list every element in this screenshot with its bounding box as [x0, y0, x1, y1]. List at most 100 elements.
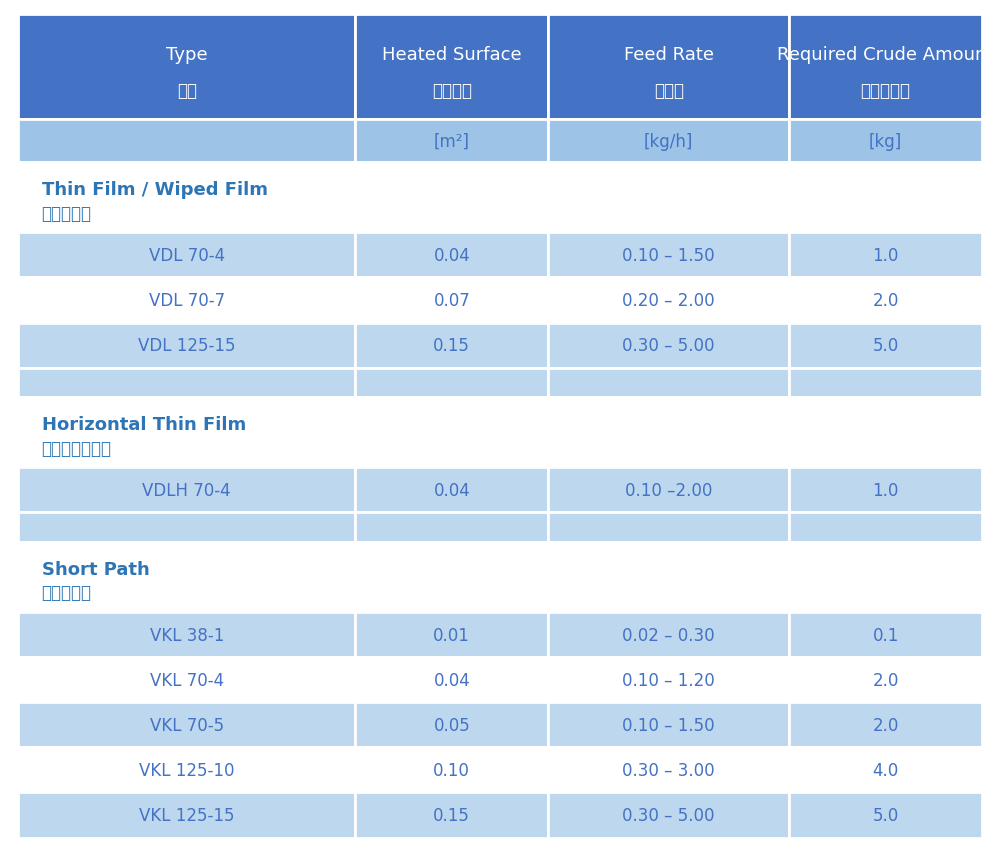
- Text: 0.04: 0.04: [433, 481, 470, 499]
- Bar: [548, 747, 789, 792]
- Text: 0.05: 0.05: [433, 716, 470, 734]
- Text: Heated Surface: Heated Surface: [382, 46, 522, 64]
- Bar: [355, 15, 548, 120]
- Bar: [355, 792, 548, 838]
- Text: [kg/h]: [kg/h]: [644, 133, 693, 151]
- Text: 卧式薄膜蜆发器: 卧式薄膜蜆发器: [42, 439, 112, 457]
- Bar: [789, 397, 982, 467]
- Bar: [789, 792, 982, 838]
- Bar: [548, 658, 789, 702]
- Bar: [355, 612, 548, 658]
- Bar: [789, 278, 982, 323]
- Text: 4.0: 4.0: [872, 761, 899, 779]
- Bar: [548, 278, 789, 323]
- Text: 2.0: 2.0: [872, 670, 899, 689]
- Text: Type: Type: [166, 46, 208, 64]
- Bar: [548, 233, 789, 278]
- Bar: [18, 163, 355, 233]
- Bar: [789, 612, 982, 658]
- Text: 0.30 – 3.00: 0.30 – 3.00: [622, 761, 715, 779]
- Text: 0.1: 0.1: [872, 626, 899, 644]
- Bar: [789, 120, 982, 163]
- Text: Thin Film / Wiped Film: Thin Film / Wiped Film: [42, 181, 268, 199]
- Bar: [18, 120, 355, 163]
- Bar: [548, 368, 789, 397]
- Bar: [18, 747, 355, 792]
- Bar: [789, 543, 982, 612]
- Text: VKL 70-5: VKL 70-5: [150, 716, 224, 734]
- Text: Horizontal Thin Film: Horizontal Thin Film: [42, 415, 246, 433]
- Bar: [548, 397, 789, 467]
- Bar: [548, 163, 789, 233]
- Bar: [789, 233, 982, 278]
- Bar: [789, 163, 982, 233]
- Bar: [355, 163, 548, 233]
- Bar: [355, 747, 548, 792]
- Text: 0.02 – 0.30: 0.02 – 0.30: [622, 626, 715, 644]
- Text: 0.04: 0.04: [433, 247, 470, 264]
- Text: 0.10 – 1.50: 0.10 – 1.50: [622, 247, 715, 264]
- Bar: [355, 323, 548, 368]
- Bar: [548, 513, 789, 543]
- Bar: [355, 278, 548, 323]
- Bar: [548, 612, 789, 658]
- Text: Required Crude Amount: Required Crude Amount: [777, 46, 994, 64]
- Bar: [355, 233, 548, 278]
- Bar: [548, 323, 789, 368]
- Text: 进料量: 进料量: [654, 82, 684, 100]
- Text: 0.15: 0.15: [433, 337, 470, 355]
- Bar: [18, 792, 355, 838]
- Bar: [355, 397, 548, 467]
- Bar: [355, 467, 548, 513]
- Bar: [789, 15, 982, 120]
- Bar: [18, 513, 355, 543]
- Bar: [789, 702, 982, 747]
- Text: 2.0: 2.0: [872, 716, 899, 734]
- Bar: [18, 397, 355, 467]
- Text: 短程蜆发器: 短程蜆发器: [42, 583, 92, 601]
- Text: 0.10 – 1.50: 0.10 – 1.50: [622, 716, 715, 734]
- Text: 0.20 – 2.00: 0.20 – 2.00: [622, 292, 715, 310]
- Text: 薄膜蜆发器: 薄膜蜆发器: [42, 205, 92, 223]
- Bar: [548, 702, 789, 747]
- Text: Short Path: Short Path: [42, 560, 149, 577]
- Text: 5.0: 5.0: [872, 337, 899, 355]
- Bar: [18, 543, 355, 612]
- Bar: [355, 543, 548, 612]
- Bar: [18, 702, 355, 747]
- Bar: [548, 792, 789, 838]
- Text: 需要原料量: 需要原料量: [861, 82, 911, 100]
- Text: VDL 70-4: VDL 70-4: [149, 247, 225, 264]
- Text: VDL 70-7: VDL 70-7: [149, 292, 225, 310]
- Bar: [548, 467, 789, 513]
- Text: 1.0: 1.0: [872, 247, 899, 264]
- Bar: [18, 467, 355, 513]
- Bar: [789, 368, 982, 397]
- Bar: [355, 658, 548, 702]
- Bar: [789, 658, 982, 702]
- Bar: [355, 702, 548, 747]
- Bar: [789, 747, 982, 792]
- Bar: [18, 323, 355, 368]
- Bar: [355, 368, 548, 397]
- Text: 0.10 – 1.20: 0.10 – 1.20: [622, 670, 715, 689]
- Bar: [548, 120, 789, 163]
- Text: VDLH 70-4: VDLH 70-4: [142, 481, 231, 499]
- Text: 0.04: 0.04: [433, 670, 470, 689]
- Bar: [18, 612, 355, 658]
- Text: [m²]: [m²]: [434, 133, 470, 151]
- Bar: [355, 513, 548, 543]
- Text: 5.0: 5.0: [872, 806, 899, 824]
- Text: 0.15: 0.15: [433, 806, 470, 824]
- Bar: [789, 467, 982, 513]
- Bar: [18, 658, 355, 702]
- Bar: [18, 368, 355, 397]
- Bar: [18, 15, 355, 120]
- Text: 0.30 – 5.00: 0.30 – 5.00: [622, 806, 715, 824]
- Text: 0.30 – 5.00: 0.30 – 5.00: [622, 337, 715, 355]
- Bar: [548, 15, 789, 120]
- Text: 型号: 型号: [177, 82, 197, 100]
- Text: 0.01: 0.01: [433, 626, 470, 644]
- Text: VKL 125-15: VKL 125-15: [139, 806, 234, 824]
- Text: VKL 125-10: VKL 125-10: [139, 761, 234, 779]
